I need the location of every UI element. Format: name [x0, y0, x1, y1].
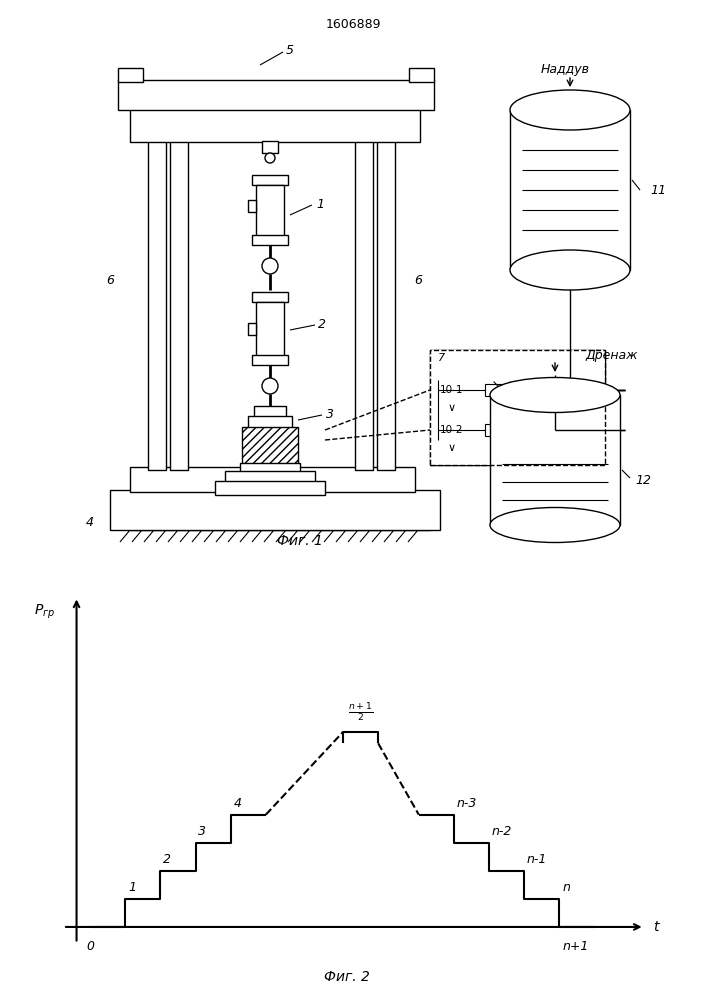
Text: n-2: n-2	[492, 825, 512, 838]
Text: Фиг. 1: Фиг. 1	[277, 534, 323, 548]
Bar	[170, 140, 188, 470]
Ellipse shape	[490, 377, 620, 412]
Bar	[252, 235, 288, 245]
Ellipse shape	[510, 90, 630, 130]
Text: Фиг. 2: Фиг. 2	[324, 970, 370, 984]
Text: 11: 11	[650, 184, 666, 196]
Text: n: n	[562, 881, 570, 894]
Bar	[510, 110, 630, 270]
Bar	[225, 471, 315, 483]
Text: ∨: ∨	[448, 443, 456, 453]
Text: 1: 1	[316, 198, 324, 212]
Text: 3: 3	[198, 825, 206, 838]
Text: n+1: n+1	[563, 940, 589, 953]
Text: 2: 2	[318, 318, 326, 332]
Bar	[262, 141, 278, 153]
Bar	[485, 384, 507, 396]
Bar	[252, 355, 288, 365]
Text: Дренаж: Дренаж	[585, 349, 638, 361]
Bar	[118, 68, 143, 82]
Text: ∨: ∨	[448, 403, 456, 413]
Bar	[254, 406, 286, 418]
Circle shape	[265, 153, 275, 163]
Text: $\frac{n+1}{2}$: $\frac{n+1}{2}$	[348, 702, 373, 724]
Bar	[110, 490, 440, 530]
Bar	[485, 424, 507, 436]
Bar	[248, 416, 292, 430]
Bar	[130, 467, 415, 492]
Text: 4: 4	[233, 797, 241, 810]
Text: 8: 8	[517, 385, 523, 395]
Bar	[256, 302, 284, 360]
Bar	[240, 463, 300, 473]
Text: 10-1: 10-1	[440, 385, 464, 395]
Text: 0: 0	[86, 940, 94, 953]
Text: 2: 2	[163, 853, 171, 866]
Bar	[256, 185, 284, 240]
Text: 6: 6	[414, 273, 422, 286]
Text: 10-2: 10-2	[440, 425, 464, 435]
Text: 5: 5	[286, 43, 294, 56]
Bar	[118, 80, 434, 110]
Circle shape	[262, 258, 278, 274]
Bar	[215, 481, 325, 495]
Bar	[355, 140, 373, 470]
Bar	[248, 200, 256, 212]
Bar	[409, 68, 434, 82]
Bar	[148, 140, 166, 470]
Text: 7: 7	[438, 353, 445, 363]
Bar	[252, 175, 288, 185]
Ellipse shape	[510, 250, 630, 290]
Text: $P_{гр}$: $P_{гр}$	[34, 603, 55, 621]
Text: 12: 12	[635, 474, 651, 487]
Text: 3: 3	[326, 408, 334, 422]
Text: 6: 6	[106, 273, 114, 286]
Bar	[252, 292, 288, 302]
Bar	[430, 350, 605, 465]
Text: 1: 1	[128, 881, 136, 894]
Circle shape	[262, 378, 278, 394]
Text: $t$: $t$	[653, 920, 660, 934]
Bar	[490, 395, 620, 525]
Bar	[130, 107, 420, 142]
Text: Наддув: Наддув	[540, 64, 590, 77]
Bar	[242, 427, 298, 465]
Text: 4: 4	[86, 516, 94, 528]
Bar	[248, 323, 256, 335]
Ellipse shape	[490, 508, 620, 542]
Text: n-1: n-1	[527, 853, 547, 866]
Bar	[430, 350, 605, 465]
Bar	[377, 140, 395, 470]
Text: 1606889: 1606889	[325, 18, 381, 31]
Bar	[430, 350, 605, 465]
Text: n-3: n-3	[457, 797, 477, 810]
